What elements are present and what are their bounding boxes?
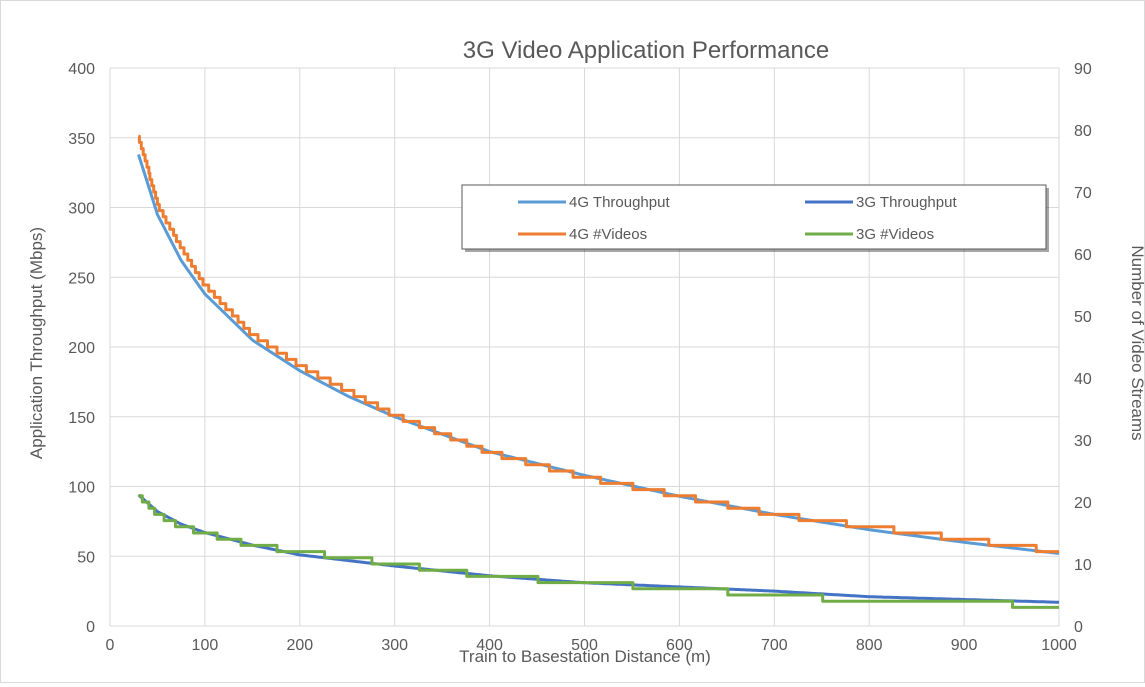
x-tick-label: 400: [476, 637, 503, 654]
y2-tick-label: 40: [1074, 371, 1092, 388]
x-tick-label: 100: [192, 637, 219, 654]
x-tick-label: 1000: [1041, 637, 1077, 654]
x-tick-label: 500: [571, 637, 598, 654]
x-tick-label: 300: [381, 637, 408, 654]
y-tick-label: 350: [68, 131, 95, 148]
y2-tick-label: 20: [1074, 495, 1092, 512]
series-layer: [137, 134, 1060, 609]
legend: 4G Throughput 3G Throughput 4G #Videos 3G #…: [461, 184, 1049, 252]
x-tick-label: 900: [951, 637, 978, 654]
y2-tick-label: 90: [1074, 61, 1092, 78]
y2-tick-label: 0: [1074, 619, 1083, 636]
x-tick-label: 700: [761, 637, 788, 654]
x-tick-label: 0: [106, 637, 115, 654]
y-tick-label: 250: [68, 270, 95, 287]
y2-tick-label: 80: [1074, 123, 1092, 140]
x-tick-label: 800: [856, 637, 883, 654]
y2-tick-label: 10: [1074, 557, 1092, 574]
x-tick-label: 200: [286, 637, 313, 654]
legend-box: [461, 184, 1047, 250]
y-tick-label: 300: [68, 201, 95, 218]
legend-label: 3G #Videos: [856, 226, 934, 243]
y2-tick-label: 70: [1074, 185, 1092, 202]
series-line-3g-videos: [138, 494, 1059, 609]
x-axis-label: Train to Basestation Distance (m): [459, 647, 711, 666]
y2-axis-label: Number of Video Streams: [1128, 245, 1144, 440]
axes: 0 100 200 300 400 500 600 700 800 900 100005010015…: [68, 61, 1092, 654]
x-tick-label: 600: [666, 637, 693, 654]
chart-title: 3G Video Application Performance: [463, 37, 829, 64]
y2-tick-label: 50: [1074, 309, 1092, 326]
y-tick-label: 50: [77, 549, 95, 566]
legend-label: 3G Throughput: [856, 194, 957, 211]
y2-tick-label: 30: [1074, 433, 1092, 450]
y-tick-label: 200: [68, 340, 95, 357]
legend-label: 4G Throughput: [569, 194, 670, 211]
y-tick-label: 400: [68, 61, 95, 78]
legend-label: 4G #Videos: [569, 226, 647, 243]
y-tick-label: 100: [68, 480, 95, 497]
grid: [109, 67, 1060, 627]
series-line-4g-videos: [137, 134, 1059, 554]
y-tick-label: 150: [68, 410, 95, 427]
y-tick-label: 0: [86, 619, 95, 636]
y-axis-label: Application Throughput (Mbps): [27, 227, 46, 459]
y2-tick-label: 60: [1074, 247, 1092, 264]
